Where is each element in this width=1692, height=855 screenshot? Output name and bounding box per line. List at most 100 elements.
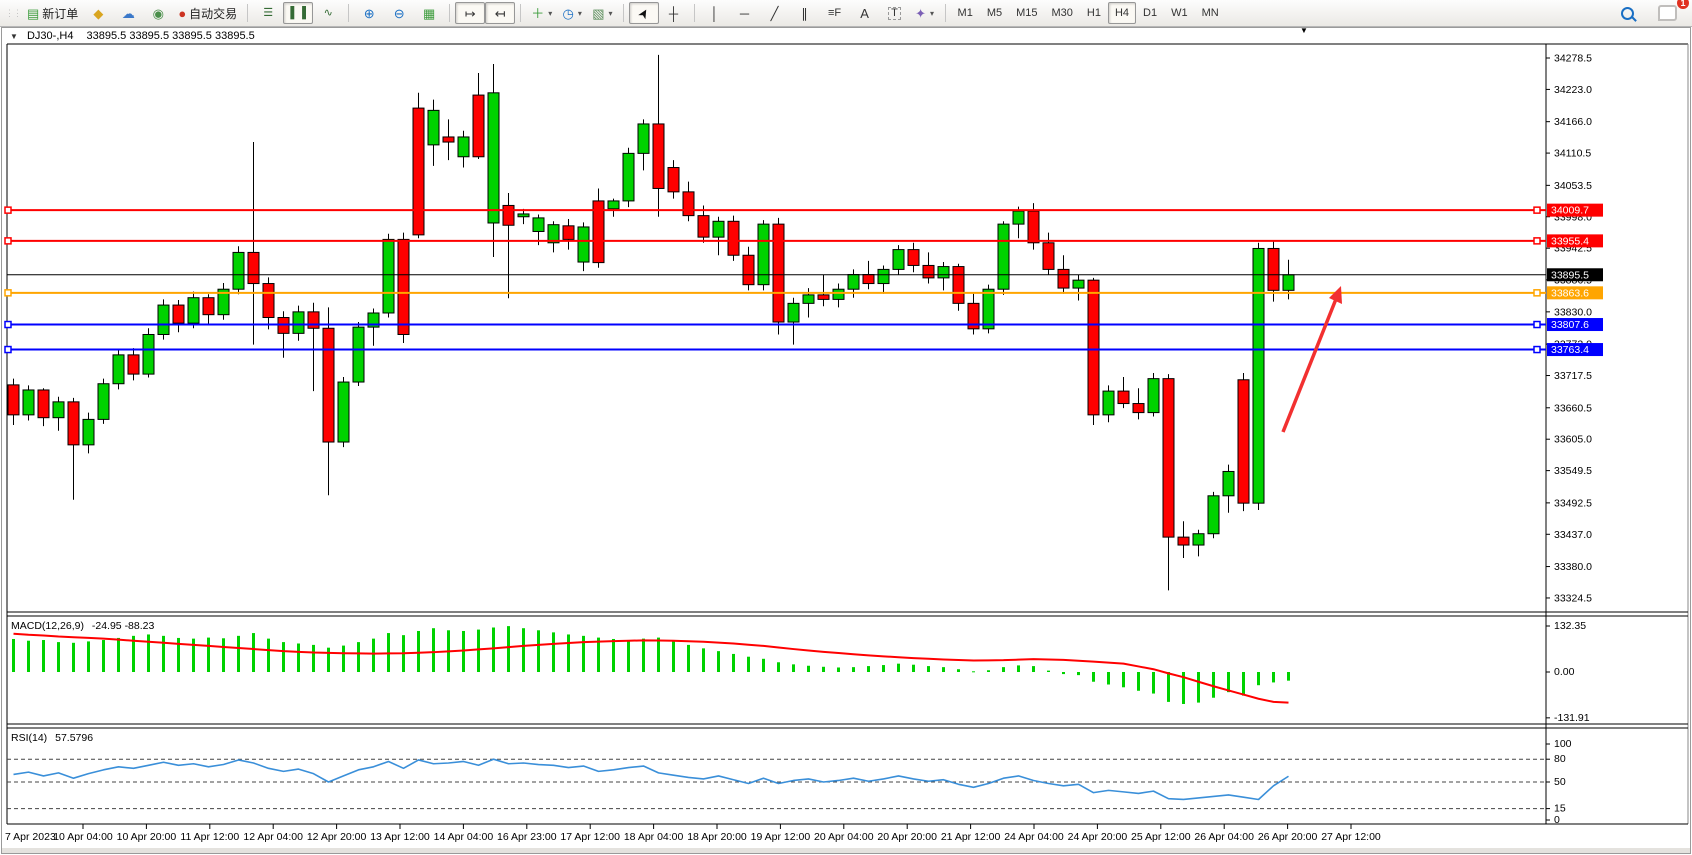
candle [127, 348, 140, 381]
dropdown-arrow-icon: ▾ [577, 8, 582, 18]
timeframe-button-m1[interactable]: M1 [957, 7, 973, 19]
rsi-name: RSI(14) [11, 732, 48, 744]
search-button[interactable] [1612, 2, 1642, 24]
price-tag-current-price [1547, 268, 1603, 282]
autoscroll-button[interactable]: ↦ [455, 2, 486, 24]
macd-histogram-bar [1137, 672, 1140, 691]
text-tool-button[interactable]: A [850, 2, 880, 24]
notification-badge: 1 [1677, 0, 1689, 9]
hline-handle[interactable] [4, 237, 12, 245]
zoom-in-button[interactable]: ⊕ [354, 2, 384, 24]
hline-handle[interactable] [1533, 289, 1541, 297]
indicators-button[interactable]: ＋ ▾ [526, 2, 557, 24]
hline-handle[interactable] [4, 289, 12, 297]
macd-histogram-bar [762, 658, 765, 672]
cursor-button[interactable]: ➤ [628, 2, 659, 24]
candle-body-up [847, 273, 860, 290]
hline-handle[interactable] [4, 320, 12, 329]
dropdown-arrow-icon: ▾ [929, 8, 934, 18]
crosshair-button[interactable]: ┼ [659, 2, 689, 24]
one-click-toggle-icon[interactable]: ▼ [10, 32, 18, 41]
macd-histogram-bar [237, 635, 240, 672]
chart-shift-button[interactable]: ↤ [485, 2, 516, 24]
timeframe-button-w1[interactable]: W1 [1171, 7, 1188, 19]
macd-histogram-bar [1257, 672, 1260, 686]
text-label-tool-button[interactable]: T [880, 2, 910, 24]
time-axis-label: 7 Apr 2023 [5, 831, 56, 843]
candle-body-up [1102, 390, 1115, 416]
candle-body-down [1027, 210, 1040, 244]
text-icon: A [860, 5, 869, 21]
macd-histogram-bar [12, 638, 15, 672]
macd-histogram-bar [957, 669, 960, 672]
tile-windows-icon: ▦ [423, 5, 436, 21]
candle-body-up [457, 136, 470, 158]
candle-body-up [52, 401, 65, 419]
horizontal-line-tool-button[interactable]: ─ [730, 2, 760, 24]
candle [712, 216, 725, 256]
candle-body-up [112, 354, 125, 385]
timeframe-button-mn[interactable]: MN [1201, 7, 1219, 19]
hline-handle[interactable] [4, 206, 12, 214]
price-axis-label: 33660.5 [1554, 402, 1592, 414]
zoom-in-icon: ⊕ [363, 5, 375, 21]
macd-histogram-bar [942, 667, 945, 672]
candle-body-up [1222, 470, 1235, 497]
trendline-tool-button[interactable]: ╱ [760, 2, 790, 24]
time-axis-label: 20 Apr 04:00 [814, 831, 874, 843]
timeframe-button-m30[interactable]: M30 [1051, 7, 1073, 19]
line-chart-button[interactable]: ∿ [313, 2, 343, 24]
vertical-line-tool-button[interactable]: │ [700, 2, 730, 24]
candle [292, 305, 305, 341]
macd-axis-label: 0.00 [1554, 666, 1575, 678]
community-button[interactable]: ☁ [113, 2, 143, 24]
candle [427, 99, 440, 166]
candle-body-up [892, 249, 905, 270]
time-axis-label: 16 Apr 23:00 [497, 831, 557, 843]
periods-button[interactable]: ◷ ▾ [557, 2, 587, 24]
timeframe-button-m15[interactable]: M15 [1016, 7, 1038, 19]
chart-window[interactable]: 34278.5 34223.0 34166.0 34110.5 34053.5 33998… [0, 26, 1692, 855]
new-order-label: 新订单 [42, 6, 79, 21]
arrows-tool-button[interactable]: ✦ ▾ [910, 2, 940, 24]
funnel-button[interactable]: ◆ [83, 2, 113, 24]
hline-handle[interactable] [1533, 345, 1541, 354]
signals-button[interactable]: ◉ [143, 2, 173, 24]
candle-body-up [337, 381, 350, 443]
fibonacci-icon: ≡F [827, 6, 842, 19]
timeframe-button-h1[interactable]: H1 [1086, 7, 1101, 19]
fibonacci-tool-button[interactable]: ≡F [820, 2, 850, 24]
hline-handle[interactable] [1533, 237, 1541, 245]
chart-info-bar[interactable]: ▼ DJ30-,H4 33895.5 33895.5 33895.5 33895… [10, 30, 255, 42]
templates-button[interactable]: ▧ ▾ [587, 2, 617, 24]
timeframe-button-d1[interactable]: D1 [1143, 7, 1158, 19]
candle-body-down [862, 273, 875, 285]
hline-handle[interactable] [1533, 320, 1541, 329]
candle-body-down [1267, 247, 1280, 291]
hline-handle[interactable] [4, 345, 12, 354]
candle-body-up [877, 268, 890, 285]
price-axis-label: 33717.5 [1554, 370, 1592, 382]
candle-body-up [547, 224, 560, 244]
chart-canvas[interactable]: 34278.534223.034166.034110.534053.533998… [0, 26, 1692, 855]
new-order-button[interactable]: ▤ 新订单 [22, 2, 83, 24]
tile-windows-button[interactable]: ▦ [414, 2, 444, 24]
timeframe-button-m5[interactable]: M5 [986, 7, 1003, 19]
time-axis-label: 14 Apr 04:00 [434, 831, 494, 843]
candle [1132, 388, 1145, 420]
candlestick-chart-button[interactable]: ▌▐ [283, 2, 314, 24]
chart-top-marker-icon[interactable]: ▼ [1300, 26, 1308, 35]
timeframe-button-h4[interactable]: H4 [1107, 2, 1137, 24]
zoom-out-button[interactable]: ⊖ [384, 2, 414, 24]
candle [652, 54, 665, 217]
macd-histogram-bar [477, 629, 480, 672]
candle [52, 396, 65, 431]
hline-handle[interactable] [1533, 206, 1541, 214]
channel-tool-button[interactable]: ∥ [790, 2, 820, 24]
autotrade-button[interactable]: ● 自动交易 [173, 2, 242, 24]
trend-arrow-annotation[interactable] [1281, 286, 1342, 433]
macd-histogram-bar [117, 637, 120, 672]
notifications-button[interactable]: 1 [1652, 0, 1689, 24]
candle [337, 376, 350, 448]
bar-chart-button[interactable]: ☰ [253, 2, 283, 24]
